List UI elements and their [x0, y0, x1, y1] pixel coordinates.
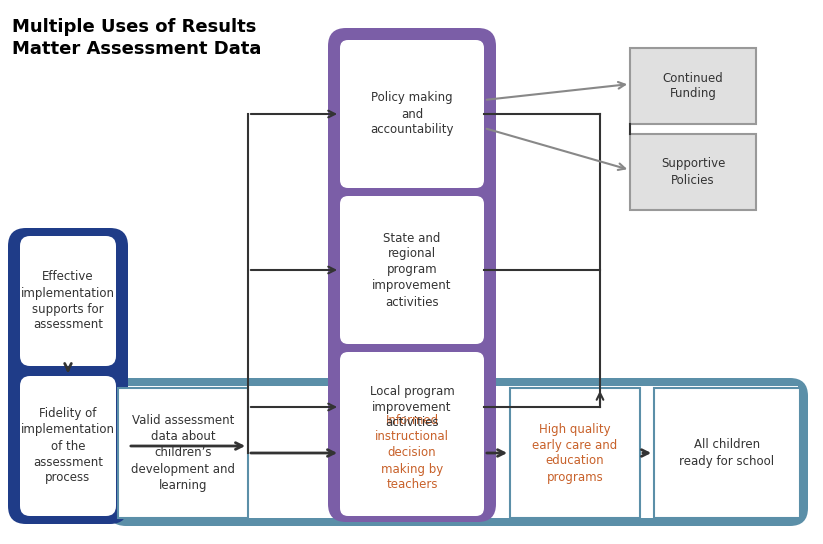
Text: Local program
improvement
activities: Local program improvement activities [370, 385, 454, 430]
Bar [654, 388, 800, 518]
Text: Valid assessment
data about
children’s
development and
learning: Valid assessment data about children’s d… [131, 415, 235, 491]
Bar [630, 134, 756, 210]
FancyBboxPatch shape [8, 228, 128, 524]
Bar [630, 48, 756, 124]
Text: Fidelity of
implementation
of the
assessment
process: Fidelity of implementation of the assess… [21, 407, 115, 485]
Bar [510, 388, 640, 518]
FancyBboxPatch shape [340, 196, 484, 344]
Text: State and
regional
program
improvement
activities: State and regional program improvement a… [372, 232, 452, 308]
Text: All children
ready for school: All children ready for school [680, 438, 774, 467]
FancyBboxPatch shape [20, 236, 116, 366]
FancyBboxPatch shape [340, 352, 484, 462]
FancyBboxPatch shape [340, 40, 484, 188]
Text: Effective
implementation
supports for
assessment: Effective implementation supports for as… [21, 270, 115, 331]
FancyBboxPatch shape [108, 378, 808, 526]
Text: High quality
early care and
education
programs: High quality early care and education pr… [532, 423, 617, 484]
FancyBboxPatch shape [328, 28, 496, 522]
Bar [118, 386, 798, 518]
Text: Supportive
Policies: Supportive Policies [661, 158, 725, 187]
Bar [118, 388, 248, 518]
Text: Continued
Funding: Continued Funding [663, 71, 723, 101]
FancyBboxPatch shape [340, 390, 484, 516]
FancyBboxPatch shape [20, 376, 116, 516]
Text: Policy making
and
accountability: Policy making and accountability [370, 91, 453, 137]
Text: Multiple Uses of Results
Matter Assessment Data: Multiple Uses of Results Matter Assessme… [12, 18, 262, 58]
Text: Informed
instructional
decision
making by
teachers: Informed instructional decision making b… [375, 415, 449, 491]
